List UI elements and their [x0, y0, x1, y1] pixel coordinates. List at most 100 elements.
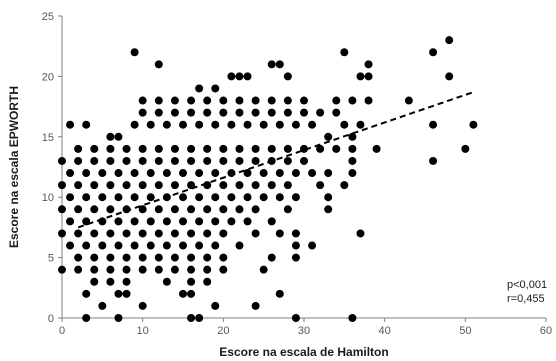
data-point	[283, 96, 292, 105]
axes	[61, 16, 546, 319]
data-point	[106, 229, 115, 238]
data-point	[348, 169, 357, 178]
y-tick-label: 15	[42, 132, 54, 144]
data-point	[211, 193, 220, 202]
y-axis-title: Escore na escala EPWORTH	[7, 86, 21, 248]
data-point	[179, 193, 187, 202]
data-point	[243, 193, 252, 202]
data-point	[74, 229, 83, 238]
data-point	[130, 169, 139, 178]
data-point	[138, 156, 147, 165]
data-point	[138, 205, 147, 214]
data-point	[219, 265, 228, 274]
data-point	[187, 144, 196, 153]
data-point	[187, 96, 196, 105]
data-point	[356, 120, 365, 129]
data-point	[332, 96, 341, 105]
data-point	[90, 181, 99, 190]
r-value-annotation: r=0,455	[507, 293, 545, 305]
data-point	[348, 156, 357, 165]
data-point	[203, 108, 212, 117]
data-point	[170, 181, 179, 190]
data-point	[372, 144, 381, 153]
data-point	[429, 156, 438, 165]
data-point	[219, 181, 228, 190]
data-point	[154, 265, 163, 274]
data-point	[235, 156, 244, 165]
data-point	[170, 205, 179, 214]
data-point	[203, 205, 212, 214]
data-point	[235, 205, 244, 214]
data-point	[170, 265, 179, 274]
data-point	[235, 96, 244, 105]
data-point	[154, 229, 163, 238]
data-point	[291, 229, 300, 238]
data-point	[291, 120, 300, 129]
p-value-annotation: p<0,001	[507, 279, 547, 291]
data-point	[187, 289, 196, 298]
data-point	[162, 217, 171, 226]
data-point	[235, 241, 244, 250]
data-point	[308, 169, 317, 178]
data-point	[324, 193, 333, 202]
data-point	[74, 156, 83, 165]
data-point	[219, 229, 228, 238]
data-point	[90, 265, 99, 274]
data-point	[138, 301, 147, 310]
data-point	[114, 217, 123, 226]
data-point	[291, 169, 300, 178]
data-point	[259, 265, 268, 274]
data-point	[251, 156, 260, 165]
tick-labels: 0 10 20 30 40 50 60 0 5 10 15 20 25	[42, 11, 552, 337]
data-point	[445, 72, 454, 81]
data-point	[227, 72, 236, 81]
data-point	[146, 217, 155, 226]
data-point	[98, 241, 107, 250]
data-point	[316, 144, 325, 153]
data-point	[227, 193, 236, 202]
x-tick-label: 50	[459, 325, 471, 337]
data-point	[187, 229, 196, 238]
data-point	[106, 265, 115, 274]
data-point	[203, 229, 212, 238]
data-point	[259, 120, 268, 129]
x-tick-label: 10	[137, 325, 149, 337]
data-point	[308, 241, 317, 250]
data-point	[340, 120, 349, 129]
data-point	[122, 144, 131, 153]
data-point	[58, 205, 66, 214]
data-point	[291, 193, 300, 202]
data-point	[364, 72, 373, 81]
data-point	[154, 144, 163, 153]
data-point	[106, 144, 115, 153]
data-point	[106, 205, 115, 214]
data-point	[146, 169, 155, 178]
data-point	[203, 265, 212, 274]
y-tick-label: 20	[42, 71, 54, 83]
data-point	[170, 156, 179, 165]
data-point	[211, 241, 220, 250]
data-point	[130, 193, 139, 202]
data-point	[283, 144, 292, 153]
data-point	[300, 108, 308, 117]
data-point	[154, 181, 163, 190]
data-point	[275, 229, 284, 238]
data-point	[122, 277, 131, 286]
data-point	[219, 96, 228, 105]
data-point	[154, 253, 163, 262]
x-tick-label: 60	[540, 325, 552, 337]
data-point	[203, 156, 212, 165]
data-point	[243, 72, 252, 81]
data-point	[364, 96, 373, 105]
data-point	[82, 314, 91, 322]
data-point	[162, 169, 171, 178]
data-point	[356, 72, 365, 81]
data-point	[267, 217, 276, 226]
data-point	[340, 48, 349, 57]
x-tick-label: 0	[59, 325, 65, 337]
data-point	[251, 229, 260, 238]
data-point	[66, 169, 75, 178]
data-point	[66, 217, 75, 226]
data-point	[324, 205, 333, 214]
data-point	[291, 314, 300, 322]
